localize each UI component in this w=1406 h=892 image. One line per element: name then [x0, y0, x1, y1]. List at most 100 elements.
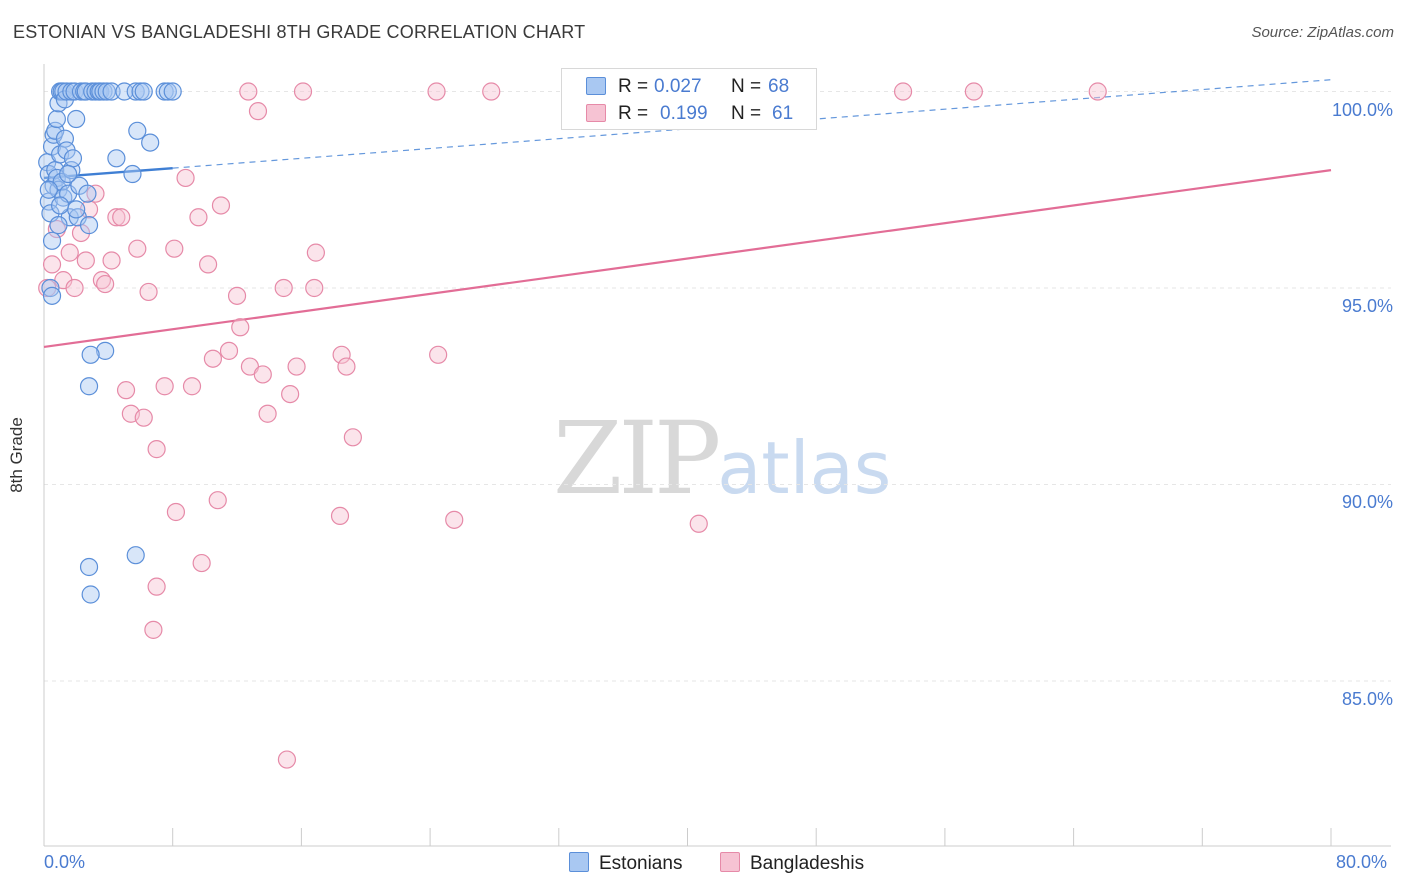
zipatlas-watermark: ZIPatlas — [553, 400, 892, 517]
estonian-point — [102, 82, 121, 101]
bangladeshi-point — [231, 318, 250, 337]
n-label: N = — [731, 76, 762, 97]
bangladeshi-point — [128, 239, 147, 258]
n-label: N = — [731, 103, 762, 124]
bangladeshi-point — [445, 510, 464, 529]
bangladeshi-point — [429, 345, 448, 364]
bangladeshi-point — [112, 208, 131, 227]
bangladeshi-swatch — [586, 104, 606, 122]
bangladeshi-point — [239, 82, 258, 101]
bangladeshi-point — [1088, 82, 1107, 101]
r-label: R = — [618, 76, 649, 97]
estonian-point — [76, 82, 95, 101]
bangladeshi-point — [116, 381, 136, 400]
bangladeshi-point — [182, 377, 202, 396]
estonian-point — [78, 184, 97, 203]
bangladeshi-points — [38, 82, 1107, 769]
estonian-point — [39, 180, 58, 199]
n-value-bangladeshis: 61 — [772, 103, 794, 124]
bangladeshi-point — [166, 502, 186, 522]
bangladeshi-point — [274, 278, 293, 298]
estonian-point — [59, 164, 78, 184]
bottom-legend-estonians[interactable]: Estonians — [569, 852, 682, 875]
r-label: R = — [618, 103, 649, 124]
bangladeshi-point — [203, 349, 223, 368]
estonian-point — [81, 585, 100, 604]
estonian-point — [67, 200, 86, 219]
bangladeshi-point — [192, 553, 211, 573]
bangladeshi-point — [198, 255, 218, 274]
chart-title: ESTONIAN VS BANGLADESHI 8TH GRADE CORREL… — [13, 22, 586, 42]
bangladeshi-point — [287, 357, 306, 376]
bangladeshi-point — [427, 82, 446, 101]
estonian-point — [134, 82, 153, 101]
bangladeshi-trend-line — [43, 169, 1332, 349]
bangladeshi-point — [306, 243, 325, 262]
bangladeshi-point — [176, 168, 195, 188]
bangladeshi-point — [330, 506, 350, 526]
estonian-point — [47, 109, 66, 129]
bangladeshi-point — [293, 82, 313, 101]
estonian-point — [158, 82, 177, 101]
estonian-point — [42, 231, 62, 250]
estonian-point — [79, 557, 99, 577]
bangladeshi-point — [281, 384, 300, 404]
estonian-point — [81, 345, 100, 364]
bangladeshi-point — [227, 286, 247, 305]
y-tick-label: 90.0% — [1341, 492, 1393, 513]
estonian-point — [50, 196, 70, 215]
estonian-point — [67, 109, 86, 129]
estonian-point — [141, 133, 160, 152]
bottom-legend-bangladeshis[interactable]: Bangladeshis — [720, 852, 864, 875]
bangladeshi-point — [102, 251, 121, 270]
y-tick-label: 100.0% — [1331, 99, 1393, 120]
source-label: Source: ZipAtlas.com — [1251, 24, 1394, 41]
bangladeshi-point — [337, 357, 356, 376]
bangladeshi-point — [165, 239, 184, 258]
bangladeshi-point — [60, 243, 79, 262]
estonian-point — [79, 377, 99, 396]
r-value-estonians: 0.027 — [654, 76, 702, 97]
bangladeshi-point — [689, 514, 708, 533]
bangladeshi-point — [147, 440, 166, 459]
bangladeshi-point — [211, 196, 231, 215]
estonian-point — [107, 149, 126, 168]
bangladeshi-point — [107, 208, 126, 227]
y-tick-label: 95.0% — [1341, 295, 1393, 316]
bangladeshi-point — [96, 274, 115, 294]
bangladeshi-point — [65, 278, 84, 298]
bangladeshi-point — [343, 428, 362, 447]
estonian-points — [38, 82, 182, 604]
bangladeshi-point — [277, 750, 297, 769]
bangladeshi-point — [219, 341, 239, 360]
bangladeshi-legend-label: Bangladeshis — [750, 853, 865, 874]
estonian-point — [128, 121, 147, 140]
bangladeshi-point — [332, 345, 351, 364]
bangladeshi-point — [42, 255, 62, 274]
bangladeshi-point — [144, 620, 163, 639]
correlation-legend: R = 0.027 N = 68 R = 0.199 N = 61 — [561, 68, 817, 130]
grid-lines — [44, 91, 1391, 682]
estonian-point — [96, 341, 115, 360]
bangladeshi-point — [147, 577, 166, 596]
bangladeshi-point — [253, 365, 272, 384]
bangladeshi-point — [482, 82, 501, 101]
estonian-point — [49, 216, 68, 235]
bangladeshi-point — [305, 278, 324, 298]
r-value-bangladeshis: 0.199 — [660, 103, 708, 124]
bangladeshi-point — [155, 377, 174, 396]
estonian-point — [97, 82, 116, 101]
y-tick-label: 85.0% — [1341, 688, 1393, 709]
x-tick-label-max: 80.0% — [1336, 852, 1388, 872]
estonian-point — [63, 149, 83, 168]
bangladeshi-point — [76, 251, 95, 270]
y-axis-label: 8th Grade — [7, 417, 26, 493]
bangladeshi-point — [189, 208, 208, 227]
estonian-point — [123, 164, 142, 184]
bangladeshi-point — [964, 82, 983, 101]
axes — [43, 64, 1391, 847]
estonian-swatch — [586, 77, 606, 95]
estonian-point — [79, 216, 99, 235]
bangladeshi-point — [258, 404, 277, 423]
